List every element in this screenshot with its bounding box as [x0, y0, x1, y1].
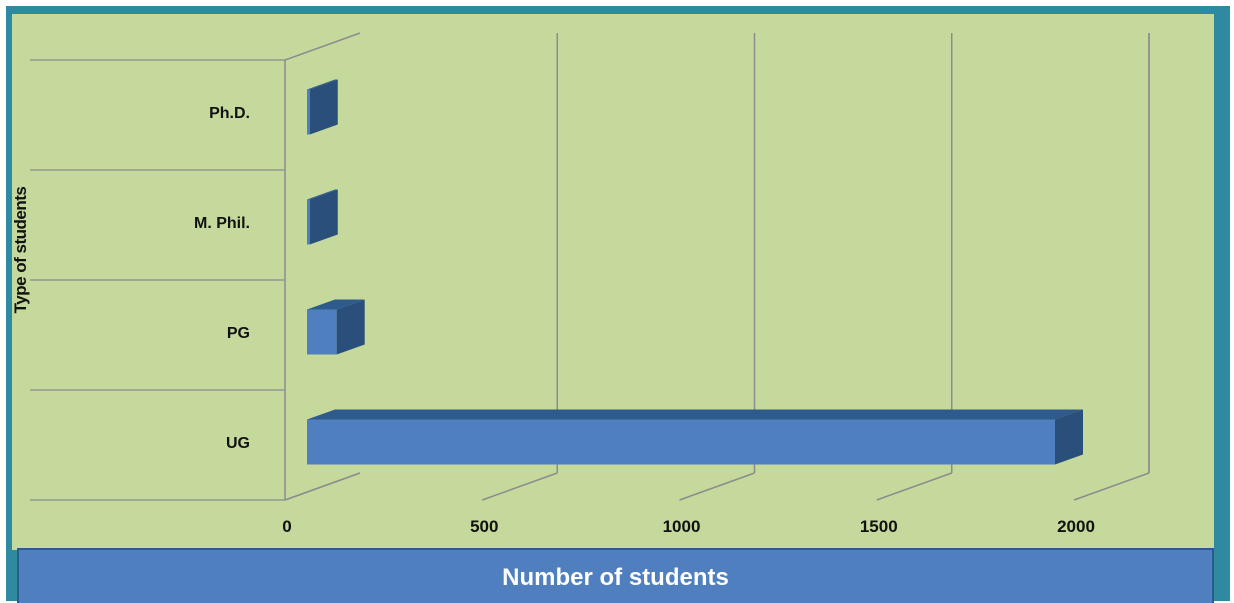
- floor-gridline: [284, 472, 361, 501]
- category-labels: Ph.D. M. Phil. PG UG: [194, 105, 250, 452]
- bar-top-1: [307, 189, 338, 200]
- bar-side-3: [1055, 409, 1083, 465]
- bars: [307, 79, 1083, 465]
- x-tick-labels: 0 500 1000 1500 2000: [282, 517, 1095, 536]
- x-axis-title-band: Number of students: [17, 548, 1214, 603]
- x-tick-label: 2000: [1057, 517, 1095, 536]
- bar-side-0: [309, 79, 338, 135]
- y-axis-title: Type of students: [11, 186, 30, 314]
- category-label: UG: [226, 435, 250, 452]
- x-axis-title: Number of students: [502, 564, 729, 591]
- bar-top-2: [307, 299, 365, 310]
- x-tick-label: 1000: [663, 517, 701, 536]
- x-tick-label: 0: [282, 517, 291, 536]
- bar-side-2: [336, 299, 365, 355]
- floor-gridline: [679, 472, 755, 501]
- bar-front-2: [307, 309, 337, 355]
- bar-front-0: [307, 89, 310, 135]
- bar-top-0: [307, 79, 338, 90]
- gridlines: [30, 32, 1150, 501]
- category-label: M. Phil.: [194, 215, 250, 232]
- floor-gridline: [1073, 472, 1150, 501]
- bar-front-3: [307, 419, 1055, 465]
- category-label: Ph.D.: [209, 105, 250, 122]
- x-tick-label: 500: [470, 517, 498, 536]
- bar-top-3: [307, 409, 1083, 420]
- bar-side-1: [309, 189, 338, 245]
- category-label: PG: [227, 325, 250, 342]
- x-tick-label: 1500: [860, 517, 898, 536]
- floor-gridline: [876, 472, 953, 501]
- bar-front-1: [307, 199, 310, 245]
- floor-gridline: [481, 472, 558, 501]
